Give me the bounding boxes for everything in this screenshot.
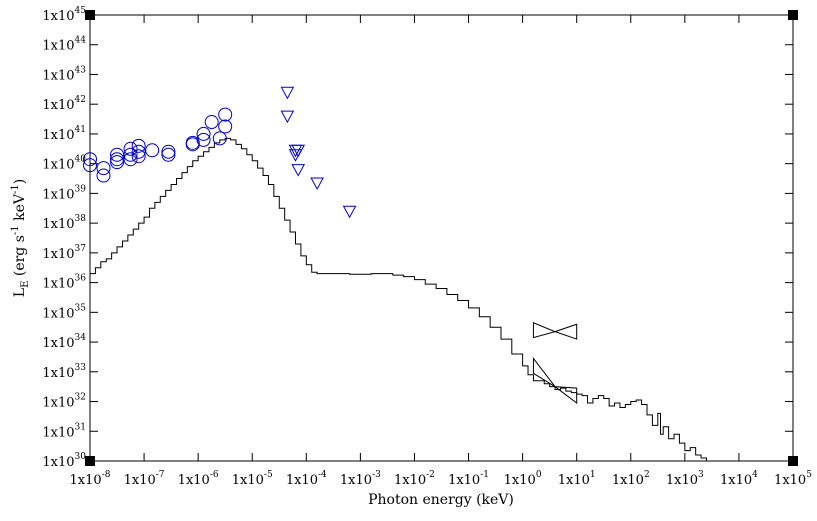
circle-point bbox=[131, 144, 146, 159]
model-spectrum bbox=[90, 137, 711, 462]
circle-point bbox=[96, 168, 111, 183]
circle-point bbox=[161, 144, 176, 159]
corner-markers bbox=[85, 10, 798, 466]
circle-point bbox=[204, 115, 219, 130]
x-tick-label: 1x10-4 bbox=[286, 470, 327, 488]
x-tick-label: 1x10-1 bbox=[448, 470, 489, 488]
circle-point bbox=[145, 143, 160, 158]
circle-point bbox=[212, 131, 227, 146]
circle-point bbox=[123, 141, 138, 156]
x-tick-label: 1x10-7 bbox=[124, 470, 165, 488]
corner-square bbox=[85, 456, 95, 466]
y-tick-label: 1x1030 bbox=[42, 452, 86, 470]
y-axis-title: LE (erg s-1 keV-1) bbox=[10, 179, 31, 297]
y-axis-title-units: (erg s bbox=[12, 235, 28, 281]
y-axis-title-exp1: -1 bbox=[10, 225, 21, 235]
circle-point bbox=[110, 152, 125, 167]
xray-bowties bbox=[532, 321, 578, 405]
y-axis-title-sub: E bbox=[20, 281, 31, 288]
x-tick-label: 1x10-3 bbox=[340, 470, 381, 488]
x-tick-label: 1x10-5 bbox=[232, 470, 273, 488]
circle-point bbox=[218, 107, 233, 122]
circle-point bbox=[110, 147, 125, 162]
bowtie-mark bbox=[532, 356, 578, 405]
y-tick-label: 1x1031 bbox=[42, 422, 86, 440]
x-tick-label: 1x103 bbox=[666, 470, 704, 488]
y-tick-label: 1x1037 bbox=[42, 244, 86, 262]
circle-point bbox=[161, 147, 176, 162]
corner-square bbox=[788, 10, 798, 20]
y-tick-label: 1x1045 bbox=[42, 6, 86, 24]
y-tick-label: 1x1041 bbox=[42, 125, 86, 143]
y-tick-label: 1x1040 bbox=[42, 155, 86, 173]
y-axis-title-exp2: -1 bbox=[10, 184, 21, 194]
circle-point bbox=[123, 152, 138, 167]
y-tick-label: 1x1039 bbox=[42, 184, 86, 202]
y-tick-label: 1x1034 bbox=[42, 333, 86, 351]
y-tick-label: 1x1043 bbox=[42, 65, 86, 83]
circle-point bbox=[131, 138, 146, 153]
upper-limit-point bbox=[310, 177, 324, 191]
x-tick-label: 1x10-2 bbox=[394, 470, 435, 488]
x-tick-label: 1x105 bbox=[774, 470, 812, 488]
x-tick-label: 1x102 bbox=[612, 470, 650, 488]
corner-square bbox=[788, 456, 798, 466]
circle-point bbox=[218, 119, 233, 134]
circle-point bbox=[83, 158, 97, 173]
x-tick-label: 1x104 bbox=[720, 470, 758, 488]
axis-ticks bbox=[89, 14, 794, 462]
y-tick-label: 1x1035 bbox=[42, 303, 86, 321]
x-tick-label: 1x10-8 bbox=[70, 470, 111, 488]
circle-point bbox=[131, 149, 146, 164]
circle-point bbox=[96, 161, 111, 176]
model-step-line bbox=[90, 137, 711, 462]
upper-limit-triangles bbox=[280, 86, 357, 219]
y-axis-title-main: L bbox=[12, 288, 28, 297]
x-tick-label: 1x100 bbox=[504, 470, 542, 488]
svg-text:LE (erg s-1 keV-1): LE (erg s-1 keV-1) bbox=[10, 179, 31, 297]
y-tick-label: 1x1033 bbox=[42, 363, 86, 381]
upper-limit-point bbox=[280, 86, 295, 100]
x-tick-labels: 1x10-8 1x10-7 1x10-6 1x10-5 1x10-4 1x10-3 1x10… bbox=[70, 470, 813, 488]
circle-point bbox=[110, 155, 125, 170]
plot-frame bbox=[89, 14, 794, 462]
circle-point bbox=[83, 152, 97, 167]
x-tick-label: 1x101 bbox=[558, 470, 596, 488]
y-tick-label: 1x1042 bbox=[42, 95, 86, 113]
bowtie-mark bbox=[532, 321, 578, 340]
y-tick-label: 1x1032 bbox=[42, 393, 86, 411]
circle-point bbox=[196, 126, 211, 141]
x-tick-label: 1x10-6 bbox=[178, 470, 219, 488]
y-tick-label: 1x1038 bbox=[42, 214, 86, 232]
upper-limit-point bbox=[291, 164, 306, 177]
y-axis-title-units-mid: keV bbox=[12, 193, 28, 225]
circle-point bbox=[196, 132, 211, 147]
y-axis-title-close: ) bbox=[12, 179, 28, 184]
corner-square bbox=[85, 10, 95, 20]
y-tick-label: 1x1044 bbox=[42, 36, 86, 54]
y-tick-labels: 1x1030 1x1031 1x1032 1x1033 1x1034 1x1035 1x10… bbox=[42, 6, 86, 470]
radio-ir-circles bbox=[83, 107, 233, 183]
upper-limit-point bbox=[280, 110, 295, 124]
upper-limit-point bbox=[342, 205, 357, 219]
upper-limit-point bbox=[288, 149, 303, 162]
y-tick-label: 1x1036 bbox=[42, 274, 86, 292]
x-axis-title: Photon energy (keV) bbox=[368, 492, 514, 508]
circle-point bbox=[123, 147, 138, 162]
